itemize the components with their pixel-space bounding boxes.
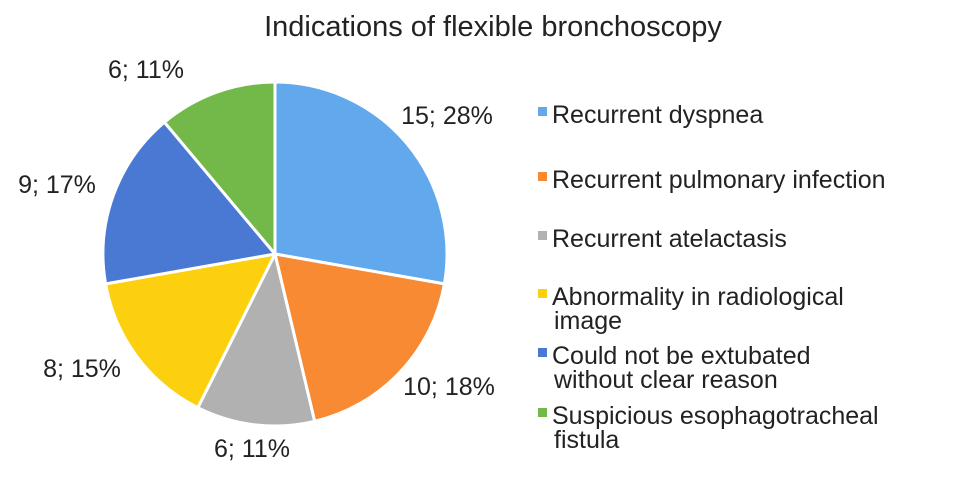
legend-label: without clear reason: [553, 366, 778, 394]
pie-slice-recurrent-pulmonary-infection: [273, 252, 446, 423]
legend-label: Suspicious esophagotracheal: [552, 402, 879, 430]
legend-label: Recurrent atelactasis: [552, 225, 787, 253]
legend-label: Could not be extubated: [552, 342, 811, 370]
legend-swatch: [538, 172, 547, 181]
data-label-abnormality-in-radiological-image: 8; 15%: [43, 355, 121, 383]
pie-slice-suspicious-esophagotracheal-fistula: [162, 80, 277, 256]
pie-slice-recurrent-dyspnea: [273, 80, 449, 286]
legend-label: Abnormality in radiological: [552, 283, 844, 311]
legend-swatch: [538, 231, 547, 240]
data-label-could-not-be-extubated-without-clear-reason: 9; 17%: [18, 171, 96, 199]
pie-slices: [101, 80, 449, 428]
legend-item-recurrent-dyspnea: Recurrent dyspnea: [538, 101, 763, 129]
legend-swatch: [538, 348, 547, 357]
legend-label: Recurrent pulmonary infection: [552, 166, 886, 194]
legend-label: image: [554, 307, 622, 335]
data-label-recurrent-pulmonary-infection: 10; 18%: [403, 373, 495, 401]
legend-swatch: [538, 107, 547, 116]
legend-label: fistula: [554, 426, 619, 454]
legend-item-recurrent-pulmonary-infection: Recurrent pulmonary infection: [538, 166, 886, 194]
legend-label: Recurrent dyspnea: [552, 101, 763, 129]
legend-swatch: [538, 289, 547, 298]
pie-slice-abnormality-in-radiological-image: [104, 252, 277, 410]
pie-slice-recurrent-atelactasis: [196, 252, 317, 428]
data-label-recurrent-dyspnea: 15; 28%: [401, 102, 493, 130]
pie-slice-could-not-be-extubated-without-clear-reason: [101, 120, 277, 286]
pie-data-labels: 15; 28% 10; 18% 6; 11% 8; 15% 9; 17% 6; 11%: [18, 56, 495, 463]
legend-item-recurrent-atelactasis: Recurrent atelactasis: [538, 225, 787, 253]
data-label-recurrent-atelactasis: 6; 11%: [214, 435, 290, 463]
legend-swatch: [538, 408, 547, 417]
data-label-suspicious-esophagotracheal-fistula: 6; 11%: [108, 56, 184, 84]
chart-title: Indications of flexible bronchoscopy: [264, 11, 722, 43]
legend: Recurrent dyspnea Recurrent pulmonary inf…: [538, 101, 886, 454]
